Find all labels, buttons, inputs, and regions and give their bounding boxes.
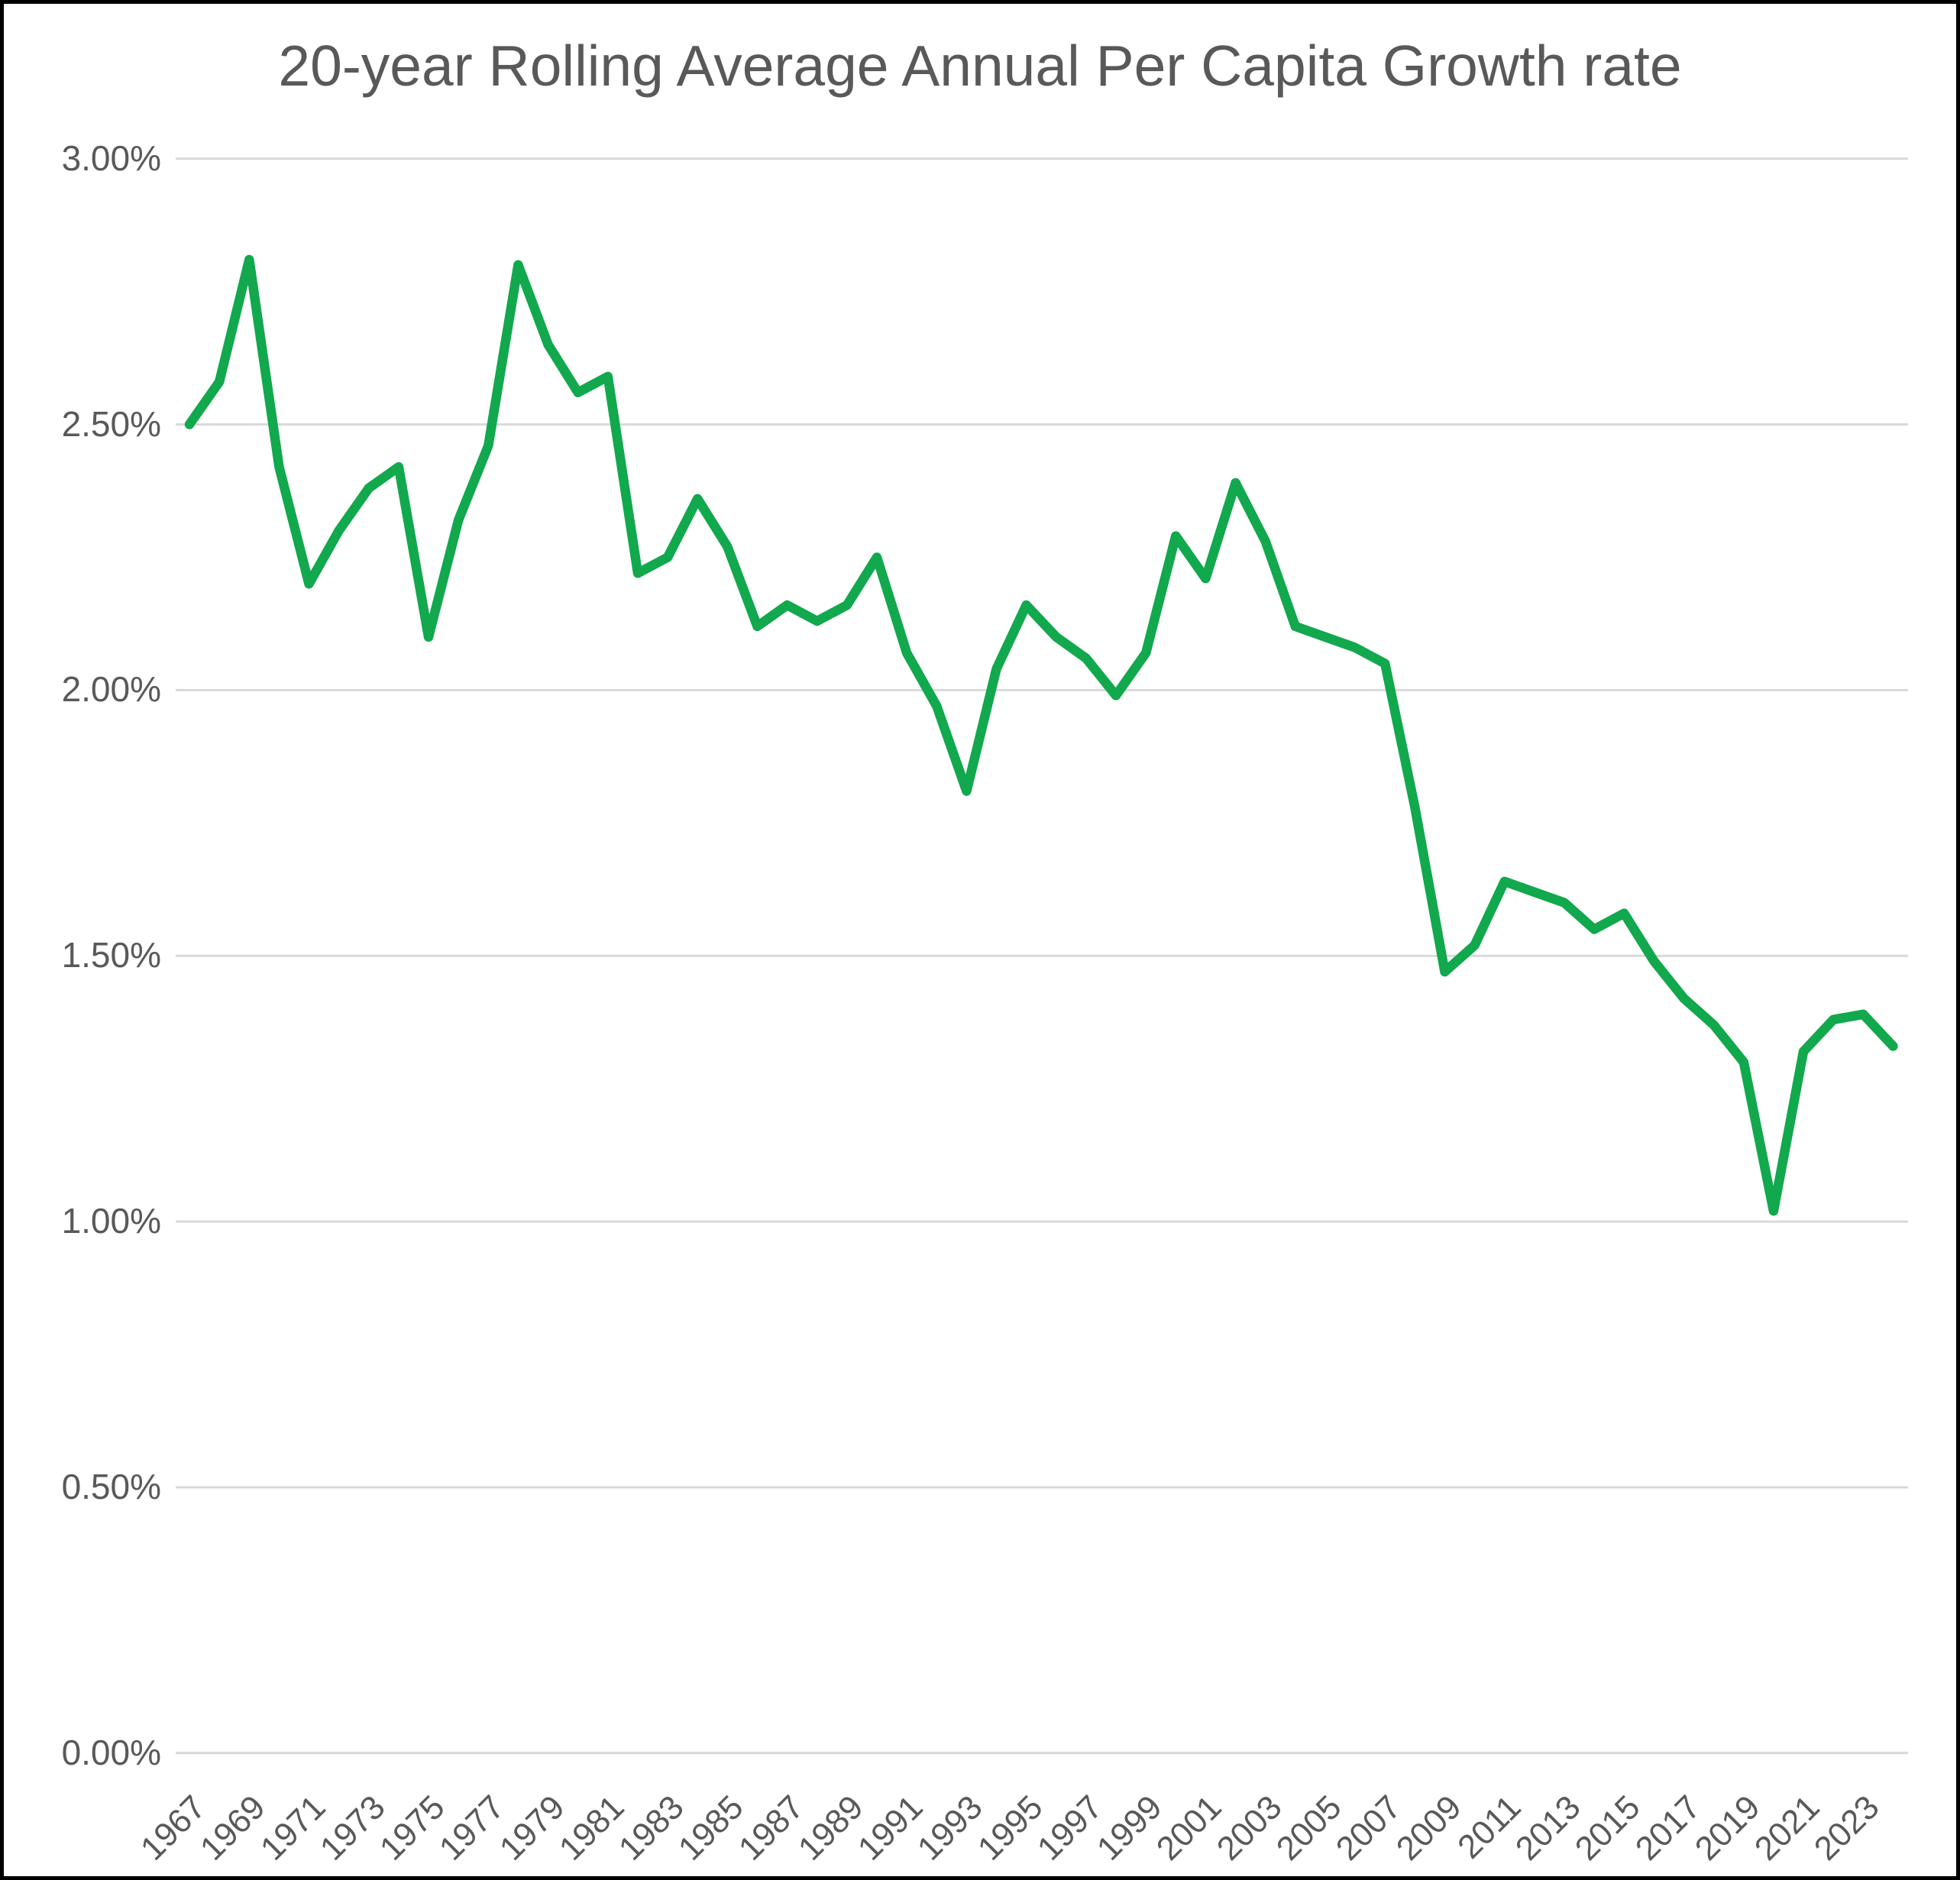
y-tick-label: 3.00% xyxy=(61,138,161,178)
y-tick-label: 2.50% xyxy=(61,403,161,444)
y-tick-label: 0.00% xyxy=(61,1732,161,1772)
plot-area xyxy=(176,157,1908,1755)
y-tick-label: 0.50% xyxy=(61,1466,161,1506)
y-tick-label: 1.00% xyxy=(61,1201,161,1241)
series-line-growth-rate xyxy=(184,254,1898,1216)
y-tick-label: 2.00% xyxy=(61,669,161,710)
chart-title: 20-year Rolling Average Annual Per Capit… xyxy=(278,34,1682,98)
gridlines-group xyxy=(176,157,1908,1755)
y-tick-label: 1.50% xyxy=(61,935,161,976)
